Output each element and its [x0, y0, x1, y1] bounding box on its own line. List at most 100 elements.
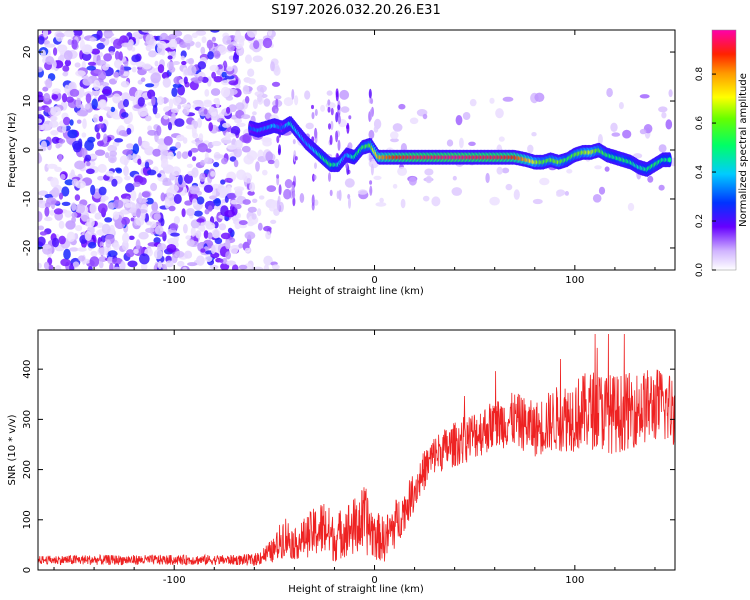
speckle	[218, 223, 227, 231]
speckle	[84, 103, 91, 110]
speckle	[126, 143, 134, 149]
speckle	[125, 249, 135, 258]
speckle	[170, 108, 179, 114]
speckle	[157, 43, 165, 55]
speckle	[262, 139, 272, 147]
speckle	[60, 258, 71, 267]
speckle	[564, 191, 570, 196]
speckle	[156, 96, 165, 106]
speckle	[189, 185, 200, 195]
streak	[278, 184, 282, 196]
snr-ytick-label: 400	[22, 360, 33, 379]
speckle	[242, 133, 252, 144]
speckle	[127, 260, 138, 268]
speckle	[161, 264, 168, 270]
spectrogram-xlabel: Height of straight line (km)	[288, 286, 424, 297]
speckle	[468, 141, 476, 146]
speckle	[247, 190, 255, 196]
snr-series-line	[38, 333, 675, 566]
speckle	[145, 197, 154, 205]
speckle	[113, 242, 120, 251]
speckle	[326, 90, 333, 96]
speckle	[532, 198, 543, 205]
speckle	[104, 217, 113, 223]
speckle	[186, 42, 191, 50]
speckle	[462, 112, 471, 120]
speckle	[340, 106, 350, 113]
speckle	[153, 237, 161, 244]
colorbar: 0.0 0.2 0.4 0.6 0.8 Normalized spectral ampl…	[695, 29, 749, 277]
speckle	[167, 122, 173, 131]
speckle	[238, 264, 248, 270]
speckle	[61, 201, 71, 206]
speckle	[123, 60, 129, 67]
speckle	[50, 130, 59, 136]
speckle	[227, 227, 233, 234]
speckle	[192, 156, 197, 162]
speckle	[41, 244, 52, 249]
snr-ytick-label: 0	[22, 567, 33, 573]
speckle	[126, 41, 133, 51]
speckle	[193, 120, 198, 129]
speckle	[255, 161, 260, 172]
speckle	[197, 61, 207, 70]
speckle	[88, 241, 97, 249]
speckle	[160, 217, 165, 227]
speckle	[249, 182, 256, 193]
speckle	[226, 106, 231, 114]
speckle	[44, 216, 53, 222]
speckle	[101, 64, 109, 71]
speckle	[144, 161, 150, 169]
speckle	[84, 231, 92, 241]
streak	[335, 112, 339, 123]
speckle	[224, 75, 235, 80]
speckle	[431, 196, 441, 207]
speckle	[191, 32, 198, 39]
speckle	[92, 114, 100, 123]
speckle	[234, 35, 246, 43]
streak	[313, 174, 317, 180]
speckle	[196, 218, 205, 223]
speckle	[190, 147, 199, 153]
speckle	[556, 192, 563, 197]
speckle	[262, 169, 268, 176]
speckle	[38, 106, 44, 111]
speckle	[196, 255, 205, 266]
speckle	[213, 50, 221, 59]
speckle	[252, 198, 258, 203]
colorbar-tick-label: 0.4	[695, 165, 705, 180]
speckle	[38, 66, 43, 73]
speckle	[145, 34, 155, 46]
speckle	[180, 55, 185, 61]
speckle	[182, 104, 192, 109]
speckle	[539, 177, 550, 186]
speckle	[213, 98, 219, 104]
speckle	[197, 143, 208, 153]
speckle	[186, 239, 195, 247]
speckle	[124, 202, 133, 208]
speckle	[665, 119, 673, 130]
speckle	[208, 122, 213, 132]
speckle	[97, 70, 107, 81]
speckle	[220, 232, 231, 240]
speckle	[245, 96, 250, 104]
speckle	[64, 84, 70, 94]
speckle	[658, 144, 667, 153]
speckle	[459, 137, 464, 149]
speckle	[252, 99, 258, 110]
speckle	[242, 199, 251, 205]
speckle	[71, 212, 78, 218]
speckle	[200, 248, 206, 253]
speckle	[131, 54, 141, 63]
speckle	[138, 192, 143, 204]
speckle	[265, 231, 271, 240]
speckle	[182, 137, 188, 144]
speckle	[252, 55, 263, 63]
speckle	[58, 138, 66, 144]
speckle	[161, 158, 169, 168]
speckle	[174, 250, 185, 258]
speckle	[137, 97, 145, 107]
spectrogram-ytick-label: -20	[22, 240, 33, 256]
spectrogram-xtick-label: 100	[565, 275, 584, 286]
speckle	[96, 132, 101, 140]
